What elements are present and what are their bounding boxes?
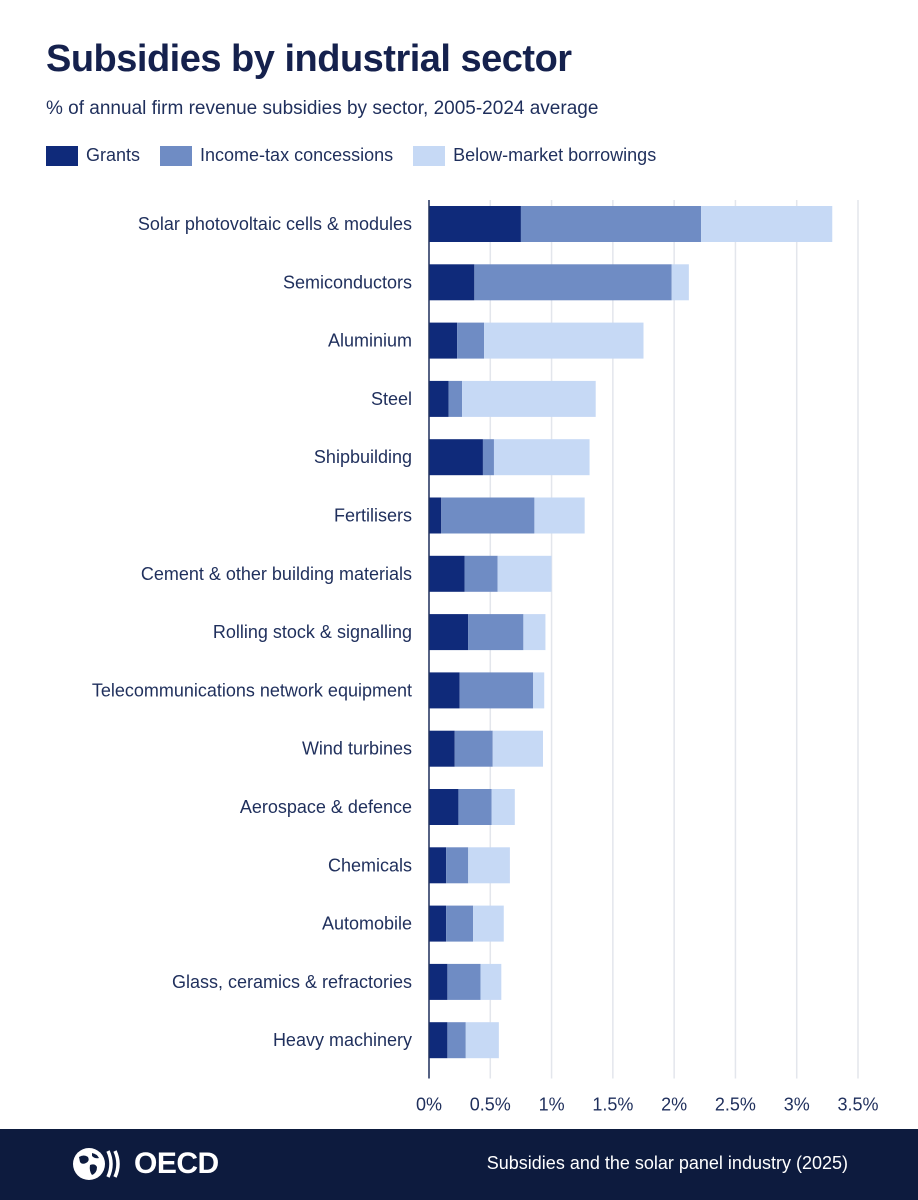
legend-swatch-grants <box>46 145 78 166</box>
bar-segment <box>429 380 449 417</box>
category-label: Shipbuilding <box>314 447 412 467</box>
bar-segment <box>429 264 475 301</box>
legend-label-borrowings: Below-market borrowings <box>453 145 657 165</box>
bar-segment <box>520 206 702 242</box>
bar-segment <box>701 206 833 242</box>
category-label: Glass, ceramics & refractories <box>172 972 412 992</box>
category-label: Cement & other building materials <box>141 564 412 584</box>
legend-item-income-tax: Income-tax concessions <box>160 145 393 166</box>
x-tick-label: 2.5% <box>715 1095 756 1115</box>
bar-segment <box>457 322 485 359</box>
bar-segment <box>523 614 546 651</box>
bar-segment <box>429 555 465 592</box>
oecd-logo: OECD <box>70 1145 219 1183</box>
bar-segment <box>480 963 502 1000</box>
bar-segment <box>492 730 543 767</box>
bar-segment <box>446 905 474 942</box>
category-label: Steel <box>371 389 412 409</box>
bar-segment <box>446 847 469 884</box>
bar-segment <box>497 555 552 592</box>
bar-segment <box>458 789 492 825</box>
legend: Grants Income-tax concessions Below-mark… <box>46 145 676 166</box>
source-label: Subsidies and the solar panel industry (… <box>486 1153 848 1173</box>
bar-segment <box>429 905 447 942</box>
bar-segment <box>429 963 448 1000</box>
category-label: Solar photovoltaic cells & modules <box>138 214 412 234</box>
bar-segment <box>447 1022 466 1059</box>
bar-segment <box>429 497 442 534</box>
bar-segment <box>448 380 463 417</box>
bar-segment <box>491 789 515 825</box>
category-label: Semiconductors <box>283 272 412 292</box>
bar-segment <box>429 1022 448 1059</box>
bar-segment <box>429 847 447 884</box>
bar-segment <box>429 206 521 242</box>
bar-segment <box>484 322 644 359</box>
bar-segment <box>465 1022 499 1059</box>
bar-segment <box>534 497 585 534</box>
x-tick-label: 1.5% <box>592 1095 633 1115</box>
legend-swatch-borrowings <box>413 145 446 166</box>
category-label: Telecommunications network equipment <box>92 680 412 700</box>
category-label: Heavy machinery <box>273 1030 412 1050</box>
category-label: Rolling stock & signalling <box>213 622 412 642</box>
bar-segment <box>671 264 689 301</box>
category-label: Automobile <box>322 914 412 934</box>
category-label: Aerospace & defence <box>240 797 412 817</box>
bar-segment <box>429 730 455 767</box>
bar-segment <box>493 439 590 476</box>
x-tick-label: 1% <box>539 1095 565 1115</box>
bar-segment <box>473 905 504 942</box>
bar-segment <box>429 789 459 825</box>
bar-segment <box>468 614 524 651</box>
legend-swatch-income-tax <box>160 145 193 166</box>
x-tick-label: 0.5% <box>470 1095 511 1115</box>
bar-segment <box>464 555 498 592</box>
bar-segment <box>454 730 493 767</box>
bar-segment <box>441 497 535 534</box>
x-tick-label: 3.5% <box>837 1095 878 1115</box>
legend-item-grants: Grants <box>46 145 140 166</box>
bar-segment <box>462 380 596 417</box>
globe-icon <box>73 1148 120 1180</box>
bar-segment <box>533 672 545 709</box>
bar-segment <box>459 672 534 709</box>
chart-title: Subsidies by industrial sector <box>46 38 572 80</box>
x-tick-label: 3% <box>784 1095 810 1115</box>
chart-subtitle: % of annual firm revenue subsidies by se… <box>46 98 599 119</box>
bar-segment <box>429 672 460 709</box>
bar-segment <box>482 439 494 476</box>
category-label: Wind turbines <box>302 739 412 759</box>
x-tick-label: 2% <box>661 1095 687 1115</box>
legend-label-income-tax: Income-tax concessions <box>200 145 394 165</box>
stacked-bar-chart: 0% 0.5% 1% 1.5% 2% 2.5% 3% 3.5% Solar photovolta… <box>92 200 879 1115</box>
logo-text: OECD <box>134 1147 219 1180</box>
bar-segment <box>468 847 510 884</box>
x-tick-label: 0% <box>416 1095 442 1115</box>
legend-item-borrowings: Below-market borrowings <box>413 145 656 166</box>
bar-segment <box>474 264 672 301</box>
bar-segment <box>429 614 469 651</box>
bar-segment <box>429 439 483 476</box>
category-label: Aluminium <box>328 331 412 351</box>
bar-segment <box>447 963 481 1000</box>
bar-segment <box>429 322 458 359</box>
category-label: Chemicals <box>328 855 412 875</box>
category-label: Fertilisers <box>334 506 412 526</box>
footer: OECD Subsidies and the solar panel indus… <box>0 1129 918 1200</box>
legend-label-grants: Grants <box>86 145 141 165</box>
